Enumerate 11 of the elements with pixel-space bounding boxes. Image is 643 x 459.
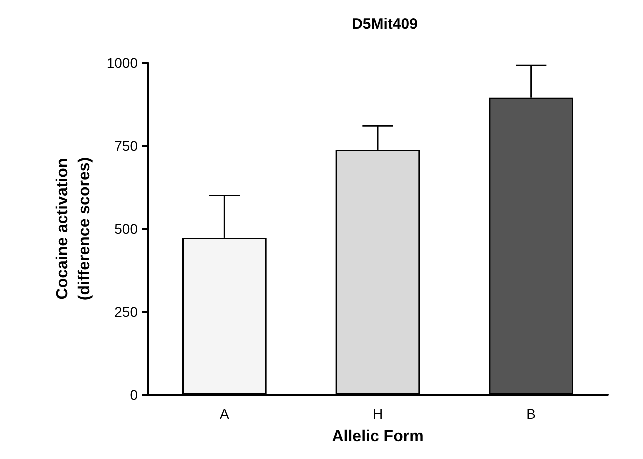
y-tick-label: 0: [130, 387, 138, 403]
x-tick-label: H: [372, 406, 384, 422]
y-tick-label: 750: [114, 138, 138, 154]
x-tick-label: A: [220, 406, 230, 422]
y-tick-label: 500: [114, 221, 138, 237]
y-axis-title: Cocaine activation (difference scores): [54, 157, 94, 301]
x-axis-title: Allelic Form: [332, 428, 424, 446]
y-tick-label: 1000: [106, 55, 138, 71]
y-tick-label: 250: [114, 304, 138, 320]
chart-title: D5Mit409: [352, 16, 418, 33]
x-tick-label: B: [526, 406, 536, 422]
